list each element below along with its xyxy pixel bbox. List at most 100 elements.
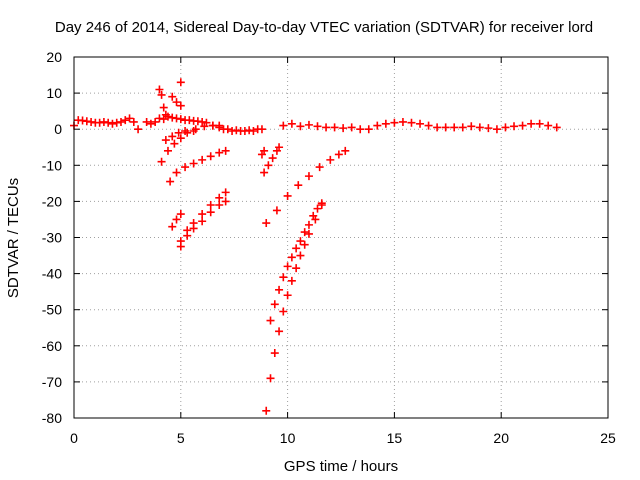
data-point xyxy=(176,242,185,251)
data-point xyxy=(134,125,143,134)
data-point xyxy=(296,122,305,131)
data-point xyxy=(275,143,284,152)
data-point xyxy=(309,211,318,220)
data-point xyxy=(283,191,292,200)
data-points xyxy=(70,78,561,415)
y-tick-label: -80 xyxy=(42,410,62,426)
data-point xyxy=(206,201,215,210)
y-tick-label: -50 xyxy=(42,302,62,318)
data-point xyxy=(279,121,288,130)
data-point xyxy=(260,146,269,155)
data-point xyxy=(292,244,301,253)
data-point xyxy=(279,307,288,316)
series-arc-i xyxy=(262,146,350,228)
data-point xyxy=(518,121,527,130)
data-point xyxy=(334,150,343,159)
data-point xyxy=(510,122,519,131)
data-point xyxy=(296,237,305,246)
x-tick-label: 15 xyxy=(387,430,403,446)
y-tick-label: -40 xyxy=(42,266,62,282)
data-point xyxy=(108,119,117,128)
data-point xyxy=(322,123,331,132)
data-point xyxy=(157,90,166,99)
data-point xyxy=(272,206,281,215)
data-point xyxy=(176,78,185,87)
data-point xyxy=(381,119,390,128)
data-point xyxy=(501,123,510,132)
data-point xyxy=(142,117,151,126)
data-point xyxy=(339,124,348,133)
data-point xyxy=(116,117,125,126)
data-point xyxy=(527,119,536,128)
series-baseline-late xyxy=(279,117,561,134)
data-point xyxy=(174,128,183,137)
data-point xyxy=(198,210,207,219)
data-point xyxy=(268,154,277,163)
y-tick-label: -10 xyxy=(42,157,62,173)
series-arc-g xyxy=(260,143,284,177)
data-point xyxy=(223,125,232,134)
data-point xyxy=(176,134,185,143)
data-point xyxy=(161,110,170,119)
series-baseline-mid xyxy=(228,125,266,136)
data-point xyxy=(300,228,309,237)
x-tick-label: 20 xyxy=(493,430,509,446)
series-arc-f xyxy=(176,197,230,251)
data-point xyxy=(390,118,399,127)
data-point xyxy=(215,148,224,157)
data-point xyxy=(270,349,279,358)
data-point xyxy=(181,163,190,172)
data-point xyxy=(266,374,275,383)
data-point xyxy=(467,122,476,131)
data-point xyxy=(544,121,553,130)
series-arc-h xyxy=(257,146,269,159)
series-arc-k xyxy=(266,199,326,325)
data-point xyxy=(283,291,292,300)
data-point xyxy=(475,123,484,132)
series-arc-b xyxy=(161,127,198,145)
data-point xyxy=(129,117,138,126)
data-point xyxy=(407,118,416,127)
data-point xyxy=(317,199,326,208)
series-spike-4h xyxy=(155,85,170,119)
data-point xyxy=(433,123,442,132)
data-point xyxy=(275,327,284,336)
data-point xyxy=(157,157,166,166)
data-point xyxy=(347,123,356,132)
data-point xyxy=(283,262,292,271)
data-point xyxy=(424,121,433,130)
data-point xyxy=(215,193,224,202)
data-point xyxy=(221,188,230,197)
data-point xyxy=(176,210,185,219)
data-point xyxy=(166,177,175,186)
y-tick-label: -60 xyxy=(42,338,62,354)
data-point xyxy=(198,217,207,226)
data-point xyxy=(159,103,168,112)
data-point xyxy=(287,276,296,285)
data-point xyxy=(287,119,296,128)
data-point xyxy=(287,253,296,262)
data-point xyxy=(266,316,275,325)
data-point xyxy=(181,127,190,136)
data-point xyxy=(163,146,172,155)
data-point xyxy=(270,300,279,309)
data-point xyxy=(356,125,365,134)
data-point xyxy=(200,122,209,131)
series-arc-j xyxy=(262,201,326,415)
data-point xyxy=(146,119,155,128)
data-point xyxy=(304,172,313,181)
x-tick-label: 10 xyxy=(280,430,296,446)
data-point xyxy=(313,122,322,131)
data-point xyxy=(552,123,561,132)
y-tick-label: -20 xyxy=(42,193,62,209)
data-point xyxy=(104,118,113,127)
data-point xyxy=(206,152,215,161)
data-point xyxy=(168,132,177,141)
data-point xyxy=(121,116,130,125)
data-point xyxy=(168,92,177,101)
x-axis-label: GPS time / hours xyxy=(284,458,398,475)
data-point xyxy=(260,168,269,177)
data-point xyxy=(304,220,313,229)
data-point xyxy=(155,85,164,94)
